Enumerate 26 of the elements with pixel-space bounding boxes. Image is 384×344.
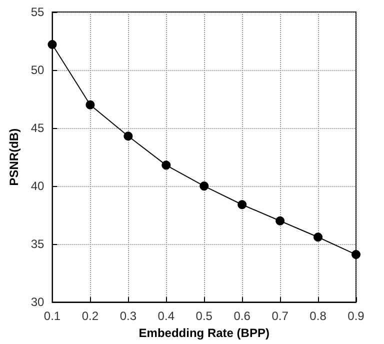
x-tick-label: 0.6 (234, 309, 251, 324)
y-tick-label: 35 (30, 237, 45, 252)
point (238, 200, 247, 210)
point (352, 250, 360, 260)
x-tick-label: 0.8 (310, 309, 327, 324)
x-tick-label: 0.3 (120, 309, 137, 324)
point (314, 232, 323, 242)
point (162, 160, 171, 170)
x-tick-label: 0.7 (272, 309, 289, 324)
x-tick-label: 0.5 (196, 309, 213, 324)
x-tick-label: 0.1 (44, 309, 61, 324)
point (124, 132, 133, 141)
point (48, 40, 57, 49)
x-tick-label: 0.2 (82, 309, 99, 324)
x-tick-label: 0.9 (348, 309, 365, 324)
y-tick-label: 50 (30, 63, 45, 78)
y-tick-label: 55 (30, 5, 45, 19)
y-axis-title: PSNR(dB) (7, 128, 21, 186)
point (276, 216, 285, 226)
y-tick-label: 40 (30, 179, 45, 194)
y-tick-label: 30 (30, 295, 45, 310)
x-axis-title: Embedding Rate (BPP) (138, 326, 270, 340)
point (200, 182, 209, 191)
y-tick-label: 45 (30, 121, 45, 136)
point (86, 100, 95, 110)
x-tick-label: 0.4 (158, 309, 175, 324)
